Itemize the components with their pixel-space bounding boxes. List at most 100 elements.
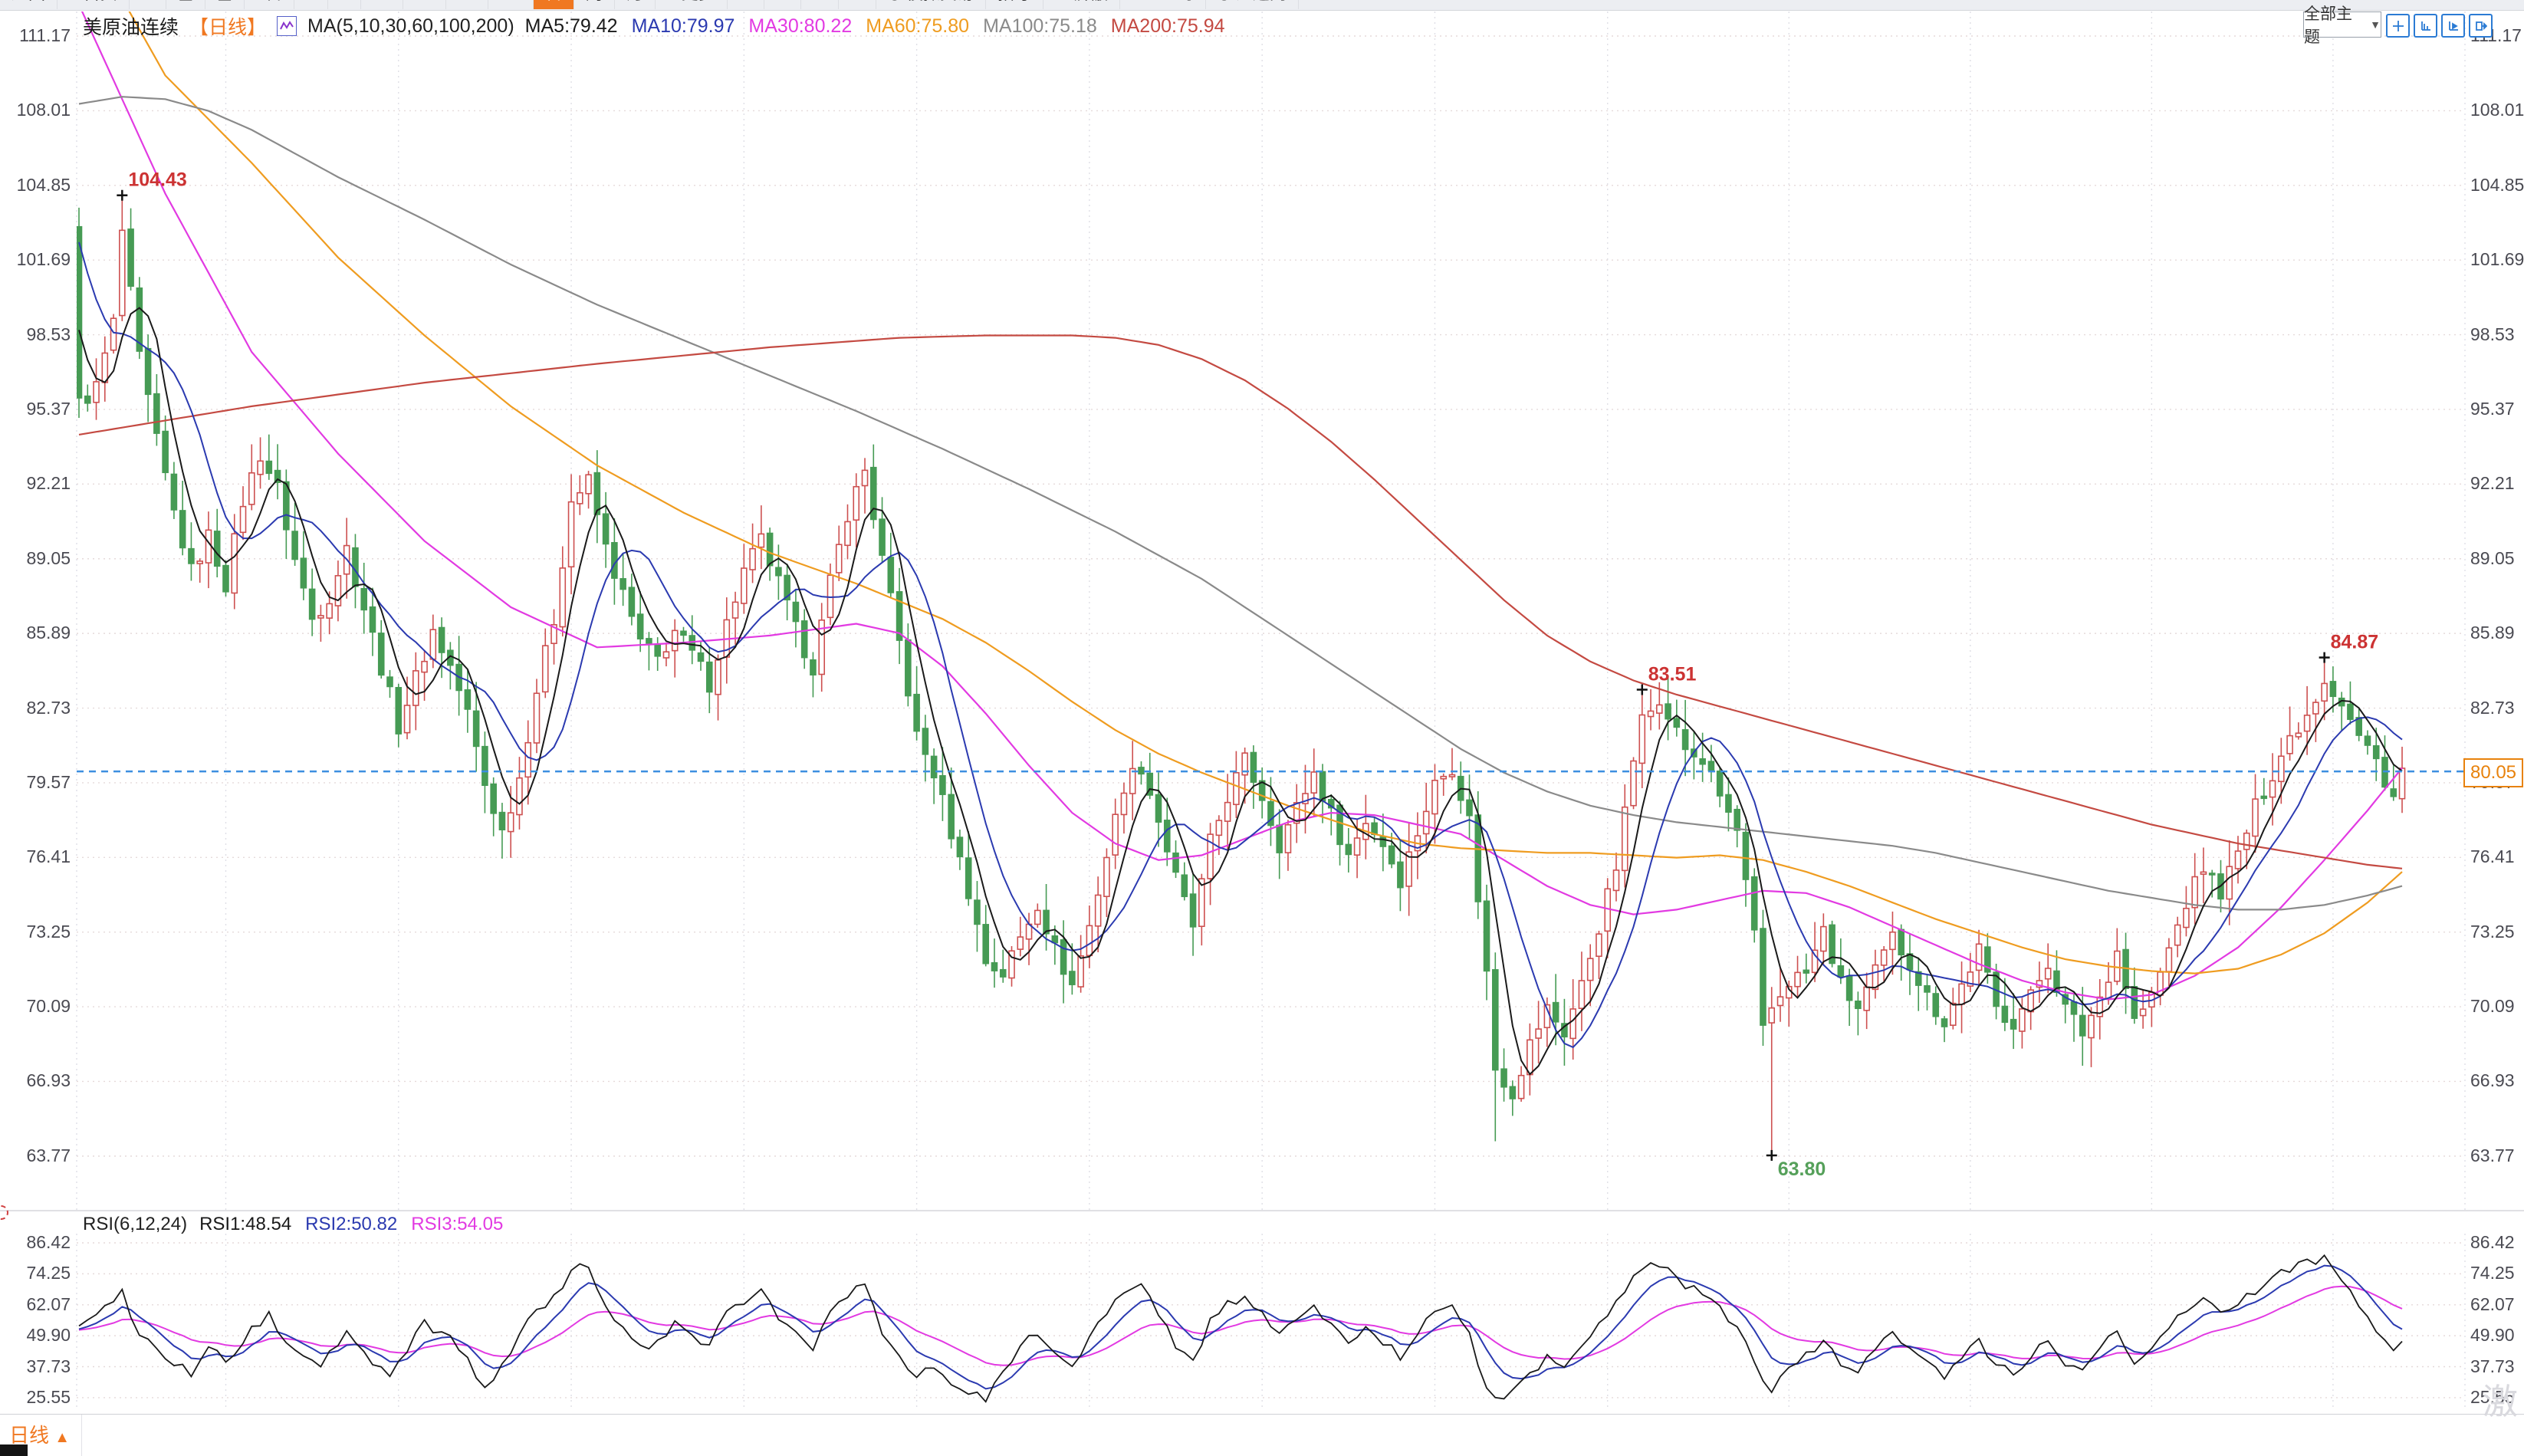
home-icon: ⌂ [69,0,79,9]
toolbar-button-refresh-icon[interactable]: ↻ [130,0,167,9]
taskbar-fragment [0,1444,28,1456]
rsi-axis-label: 86.42 [2470,1232,2515,1252]
price-axis-label: 101.69 [16,249,71,270]
toolbar-button-5日[interactable]: 5日 [245,0,295,9]
price-axis-label: 95.37 [26,398,71,419]
watermark-text: 激 [2483,1382,2518,1421]
price-axis-label: 70.09 [2470,996,2515,1017]
price-axis-label: 76.41 [26,846,71,867]
toolbar-button-15[interactable]: 15 [361,0,404,9]
ma-lines [78,12,2403,1076]
rsi-item-value: RSI2:50.82 [305,1214,398,1234]
candlestick-series [77,195,2406,1155]
price-axis-label: 82.73 [2470,697,2515,718]
price-axis-label: 104.85 [2470,174,2524,195]
toolbar-button-7/7 查询[interactable]: 7/7 查询 [1120,0,1206,9]
toolbar-button-模拟交易[interactable]: ◎模拟交易 [876,0,986,9]
trade-icon: ◎ [888,0,902,9]
rsi-axis-label: 25.55 [2470,1386,2515,1407]
toolbar-button-30[interactable]: 30 [403,0,446,9]
price-axis-label: 70.09 [26,996,71,1017]
price-axis-label: 98.53 [2470,324,2515,344]
price-axis-label: 63.77 [2470,1145,2515,1165]
price-axis-label: 92.21 [26,473,71,494]
toolbar-button-zoom-out-icon[interactable]: ⊖ [801,0,840,9]
theme-selector-dropdown[interactable]: 全部主题 ▼ [2303,5,2381,46]
ma-item-value: MA10:79.97 [631,15,735,37]
toolbar-button-kline-chart-icon[interactable]: ▥ [166,0,206,9]
price-axis-label: 92.21 [2470,473,2515,494]
price-axis-label: 66.93 [26,1070,71,1091]
price-axis-label: 89.05 [2470,547,2515,568]
crosshair-icon[interactable] [2386,14,2410,38]
ma-settings-icon[interactable] [277,16,297,36]
ma-item-value: MA60:75.80 [866,15,970,37]
rsi-axis-label: 37.73 [26,1356,71,1376]
rsi-axis-label: 74.25 [26,1263,71,1283]
ma-item-value: MA200:75.94 [1110,15,1225,37]
axis-play-icon[interactable] [2441,14,2465,38]
ma-param-label[interactable]: MA(5,10,30,60,100,200) [307,15,514,37]
last-price-tag: 80.05 [2463,758,2523,788]
triangle-up-icon: ▲ [54,1429,71,1446]
globe-icon: ◉ [1218,0,1231,9]
toolbar-button-zoom-in-icon[interactable]: ⊕ [764,0,802,9]
toolbar-button-汇通网[interactable]: ◉汇通网 [1206,0,1299,9]
toolbar-button-日[interactable]: 日 [534,0,575,9]
toolbar-button-周[interactable]: 周 [574,0,616,9]
menu-icon: ≡ [667,0,676,9]
time-axis-bar [0,1414,2524,1456]
rsi-axis-label: 37.73 [2470,1356,2515,1376]
price-axis-label: 73.25 [26,921,71,942]
bottom-bar-separator [81,1415,82,1456]
rsi-axis-label: 49.90 [26,1325,71,1346]
toolbar-button-更多[interactable]: ≡更多 [656,0,728,9]
price-axis-label: 79.57 [26,771,71,792]
price-axis-label: 85.89 [2470,623,2515,643]
price-axis-label: 111.17 [19,25,71,45]
rsi-lines [78,1254,2403,1403]
svg-text:63.80: 63.80 [1778,1159,1826,1180]
toolbar-button-返回[interactable]: 返回 [0,0,58,9]
toolbar-button-draw-icon[interactable]: ✎ [839,0,876,9]
toolbar-button-1[interactable]: 1 [294,0,328,9]
toolbar-button-屏蔽[interactable]: ❏屏蔽 [1043,0,1120,9]
indicator-icon: ▦ [217,0,232,9]
toolbar-button-indicator-icon[interactable]: ▦ [205,0,245,9]
chevron-down-icon: ▼ [2370,18,2381,31]
price-axis-label: 89.05 [26,547,71,568]
toolbar-button-月[interactable]: 月 [615,0,656,9]
svg-text:84.87: 84.87 [2331,632,2379,653]
price-axis-label: 101.69 [2470,249,2524,270]
toolbar-button-fx[interactable]: fx [728,0,764,9]
toolbar-button-指导[interactable]: 指导 [986,0,1043,9]
price-axis-label: 66.93 [2470,1070,2515,1091]
zoom-in-icon: ⊕ [776,0,790,9]
pane-handle-icon[interactable] [0,1205,8,1220]
price-axis-label: 95.37 [2470,398,2515,419]
price-axis-label: 108.01 [2470,100,2524,120]
main-chart-canvas[interactable]: 104.43 83.51 84.87 63.80 [0,10,2524,1456]
toolbar-button-60[interactable]: 60 [446,0,489,9]
pan-right-icon[interactable] [2469,14,2493,38]
rsi-axis-label: 62.07 [26,1293,71,1314]
svg-text:83.51: 83.51 [1648,663,1697,685]
price-axis-label: 104.85 [16,174,71,195]
ma-item-value: MA30:80.22 [748,15,853,37]
price-axis-label: 98.53 [26,324,71,344]
toolbar-button-首页[interactable]: ⌂首页 [58,0,130,9]
toolbar-button-4H[interactable]: 4H [488,0,534,9]
rsi-item-value: RSI3:54.05 [411,1214,504,1234]
refresh-icon: ↻ [141,0,155,9]
svg-text:104.43: 104.43 [128,169,186,191]
rsi-param-label[interactable]: RSI(6,12,24) [83,1214,188,1234]
kline-chart-icon: ▥ [178,0,193,9]
axis-scale-icon[interactable] [2414,14,2437,38]
toolbar-button-5[interactable]: 5 [328,0,361,9]
price-axis-label: 82.73 [26,697,71,718]
bottom-period-toggle[interactable]: 日线 ▲ [9,1424,71,1447]
chat-icon: ❏ [1055,0,1070,9]
rsi-axis-label: 25.55 [26,1386,71,1407]
price-axis-label: 85.89 [26,623,71,643]
